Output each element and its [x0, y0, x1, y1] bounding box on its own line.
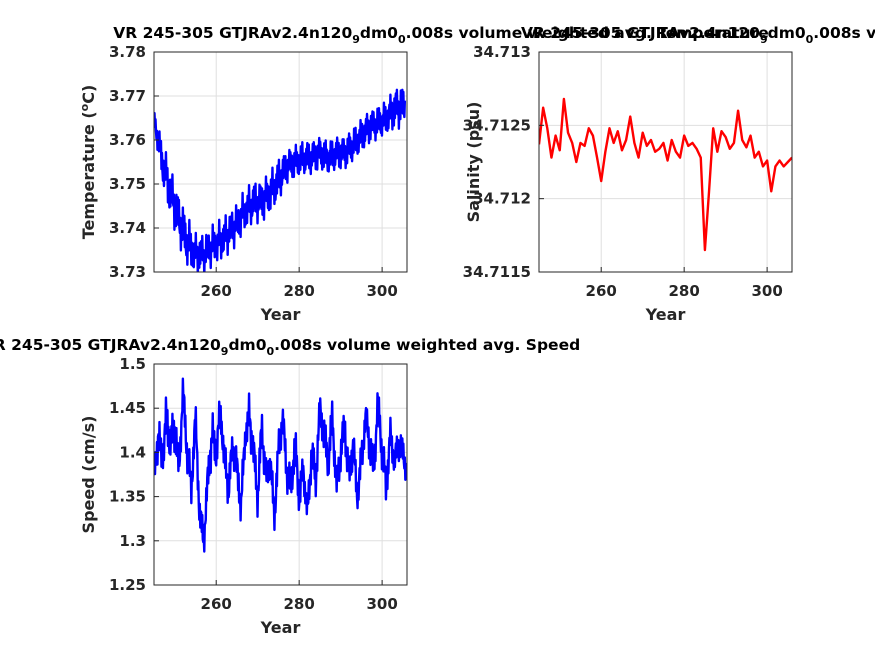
- y-tick-label-3-74: 3.74: [109, 219, 146, 237]
- y-axis-label: Temperature (oC): [78, 85, 98, 240]
- y-tick-label-34-713: 34.713: [473, 43, 531, 61]
- y-tick-label-3-77: 3.77: [109, 87, 146, 105]
- x-tick-label-300: 300: [751, 282, 782, 300]
- y-tick-label-34-7115: 34.7115: [463, 263, 531, 281]
- y-tick-label-1-4: 1.4: [119, 443, 146, 461]
- x-tick-label-260: 260: [201, 282, 232, 300]
- x-axis-label: Year: [645, 305, 686, 324]
- x-tick-label-280: 280: [284, 282, 315, 300]
- x-tick-label-260: 260: [201, 595, 232, 613]
- plot-area: [539, 52, 792, 272]
- y-tick-label-34-712: 34.712: [473, 190, 531, 208]
- axes-frame: [153, 363, 408, 586]
- chart-panel-2: 260 280 300 34.7115 34.712 34.7125 34.713 Year S…: [463, 24, 875, 324]
- y-tick-label-3-73: 3.73: [109, 263, 146, 281]
- y-tick-label-1-35: 1.35: [109, 488, 146, 506]
- chart-title: VR 245-305 GTJRAv2.4n1209dm00.008s volum…: [521, 24, 875, 46]
- y-tick-label-3-75: 3.75: [109, 175, 146, 193]
- data-series-line: [154, 377, 407, 553]
- y-tick-label-1-45: 1.45: [109, 399, 146, 417]
- y-tick-label-1-3: 1.3: [119, 532, 146, 550]
- plot-area: [154, 364, 407, 585]
- data-series-line: [539, 97, 792, 252]
- y-axis-label: Salinity (psu): [464, 102, 483, 223]
- x-tick-label-260: 260: [586, 282, 617, 300]
- y-tick-label-34-7125: 34.7125: [463, 116, 531, 134]
- data-series-line: [154, 88, 407, 272]
- y-tick-label-1-5: 1.5: [119, 355, 146, 373]
- x-tick-label-300: 300: [366, 595, 397, 613]
- x-axis-label: Year: [260, 618, 301, 637]
- axes-frame: [538, 51, 793, 273]
- y-tick-label-1-25: 1.25: [109, 576, 146, 594]
- x-tick-label-280: 280: [284, 595, 315, 613]
- y-axis-label: Speed (cm/s): [79, 416, 98, 534]
- x-tick-label-300: 300: [366, 282, 397, 300]
- y-tick-label-3-76: 3.76: [109, 131, 146, 149]
- chart-panel-3: 260 280 300 1.25 1.3 1.35 1.4 1.45 1.5 Year Speed …: [0, 336, 580, 637]
- y-tick-label-3-78: 3.78: [109, 43, 146, 61]
- chart-title: VR 245-305 GTJRAv2.4n1209dm00.008s volum…: [113, 24, 769, 46]
- x-tick-label-280: 280: [669, 282, 700, 300]
- axes-frame: [153, 51, 408, 273]
- chart-title: VR 245-305 GTJRAv2.4n1209dm00.008s volum…: [0, 336, 580, 358]
- chart-panel-1: 260 280 300 3.73 3.74 3.75 3.76 3.77 3.78 Year Tem…: [78, 24, 769, 324]
- x-axis-label: Year: [260, 305, 301, 324]
